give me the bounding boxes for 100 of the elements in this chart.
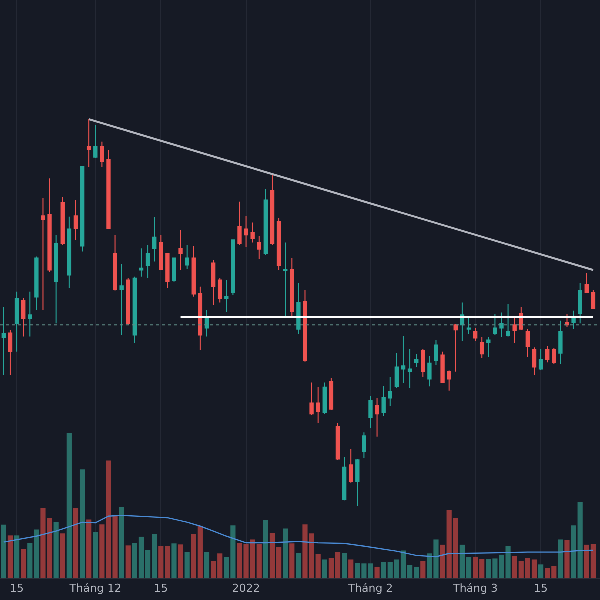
candlestick [178,230,183,271]
candlestick [211,260,216,306]
bar [172,544,177,578]
candlestick [2,306,6,376]
candlestick [159,234,164,271]
candlestick [480,337,484,359]
candlestick [224,280,229,312]
candlestick [67,216,72,289]
candlestick [362,432,366,460]
candlestick [421,349,426,378]
candlestick [21,298,26,338]
bar [283,528,288,578]
candlestick [192,246,196,298]
candlestick [166,253,170,289]
bar [184,552,190,578]
candlestick [552,348,556,365]
bar [538,564,544,578]
candlestick [440,351,445,384]
candlestick [538,349,544,370]
candlestick [257,236,262,260]
candlestick [198,286,203,351]
bar [8,536,14,578]
bar [14,536,20,578]
bar [564,540,570,578]
candlestick [310,382,314,416]
candlestick [218,278,222,304]
candlestick [74,200,78,241]
candlestick [329,378,334,411]
candlestick [447,370,452,392]
candlestick [290,258,294,317]
candlestick [493,313,498,336]
bar [322,560,328,578]
candlestick [348,448,354,484]
candlestick [276,218,282,271]
candlestick [86,118,92,168]
candlestick [572,310,576,330]
candlestick [106,150,111,230]
bar [80,470,86,578]
candlestick [54,234,58,324]
bar [374,566,380,578]
candlestick [296,282,301,335]
candlestick [270,173,275,246]
candlestick [342,456,347,502]
bar [119,506,124,578]
x-tick-label: 2022 [232,582,260,596]
bar [60,534,66,578]
candlestick [336,422,340,461]
candlestick [414,354,419,368]
candlestick [532,347,537,376]
x-tick-label: Tháng 12 [68,582,122,596]
bar [296,553,302,578]
candlestick [172,258,176,282]
candlestick [231,240,236,296]
candlestick [375,398,380,438]
bar [420,561,426,578]
candlestick [303,289,308,362]
candlestick [506,304,510,338]
candlestick [139,248,144,278]
candlestick [322,382,327,415]
candlestick [584,272,589,294]
bar [54,522,59,578]
candlestick [512,316,517,344]
bar [263,520,268,578]
candlestick [454,323,458,372]
bar [178,544,184,578]
candlestick [500,312,504,338]
bar [342,553,348,578]
candlestick [60,197,65,246]
bar [126,546,131,578]
candlestick [120,264,124,336]
candlestick [434,340,438,366]
x-tick-label: 15 [10,582,24,596]
candlestick [428,356,432,388]
candlestick [94,124,98,160]
candlestick [41,198,46,311]
bar [558,540,564,578]
candlestick [132,276,138,344]
candlestick [526,328,530,358]
candlestick [545,346,550,364]
candlestick [394,352,400,390]
candlestick [578,282,582,324]
candlestick [382,386,386,417]
candlestick [14,291,20,352]
candlestick [408,349,412,390]
x-tick-label: 15 [534,582,548,596]
candlestick [250,222,255,244]
candlestick [8,330,13,376]
candlestick [48,178,52,273]
candlestick [283,242,288,318]
candlestick [34,256,39,311]
bar [204,552,210,578]
candlestick [388,376,392,406]
candlestick [28,291,32,338]
candlestick [316,386,320,424]
x-tick-label: Tháng 2 [347,582,394,596]
candlestick [466,316,472,335]
candlestick [356,458,360,507]
bar [1,524,6,578]
candlestick [204,310,210,338]
bar [66,432,72,578]
